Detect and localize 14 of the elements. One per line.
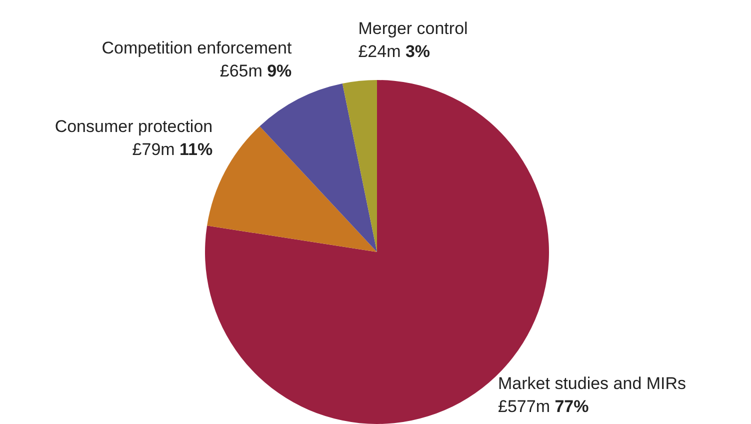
text: 3% bbox=[405, 42, 430, 61]
slice-label: Competition enforcement bbox=[102, 38, 292, 58]
pie-slice bbox=[342, 80, 377, 252]
pie-slice bbox=[260, 84, 377, 252]
data-label: £79m bbox=[132, 140, 175, 159]
text: 9% bbox=[267, 62, 292, 81]
slice-label: Market studies and MIRs bbox=[498, 374, 686, 393]
data-label: £65m bbox=[220, 62, 262, 81]
text: 11% bbox=[180, 140, 213, 159]
data-label: £24m bbox=[358, 42, 401, 61]
text: 77% bbox=[554, 397, 589, 416]
slice-label: Merger control bbox=[358, 18, 468, 38]
data-label: £577m bbox=[498, 397, 550, 416]
slice-label: Consumer protection bbox=[54, 116, 213, 136]
